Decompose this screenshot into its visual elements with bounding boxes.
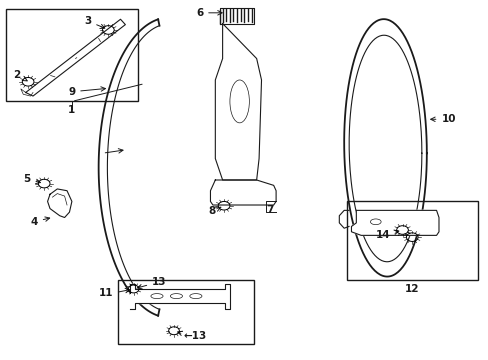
- Text: 10: 10: [430, 114, 455, 124]
- Text: 12: 12: [404, 284, 419, 294]
- Polygon shape: [26, 19, 125, 96]
- Text: 7: 7: [266, 205, 273, 215]
- Text: 3: 3: [84, 16, 104, 28]
- Polygon shape: [215, 23, 261, 180]
- Text: 11: 11: [99, 288, 113, 297]
- Text: 13: 13: [137, 277, 166, 289]
- Text: 14: 14: [375, 230, 398, 240]
- Polygon shape: [47, 189, 72, 217]
- Polygon shape: [351, 210, 438, 235]
- Bar: [118, 280, 254, 344]
- Text: 8: 8: [208, 206, 221, 216]
- Text: ←13: ←13: [183, 331, 206, 341]
- Text: 4: 4: [30, 217, 50, 227]
- Polygon shape: [210, 180, 276, 205]
- Text: 5: 5: [23, 174, 41, 184]
- Text: 9: 9: [68, 87, 105, 97]
- Text: 2: 2: [14, 70, 27, 81]
- Text: 1: 1: [68, 105, 75, 115]
- Bar: [6, 9, 137, 102]
- Bar: [346, 202, 477, 280]
- Text: 6: 6: [196, 8, 222, 18]
- Polygon shape: [130, 284, 229, 309]
